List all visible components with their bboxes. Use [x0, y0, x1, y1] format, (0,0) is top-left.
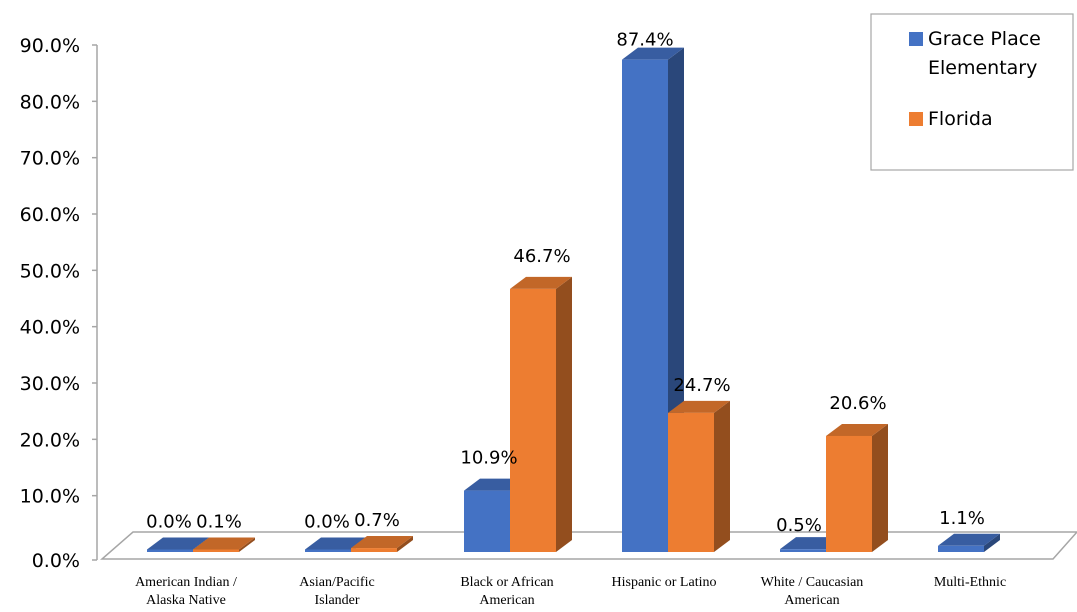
- bar-top: [510, 276, 572, 289]
- data-label: 46.7%: [513, 246, 570, 267]
- y-tick-label: 30.0%: [20, 373, 80, 395]
- y-tick-label: 60.0%: [20, 204, 80, 226]
- bar-top: [668, 400, 730, 413]
- data-labels: 0.0% 0.1% 0.0% 0.7%10.9%46.7%87.4%24.7%0.5%…: [146, 30, 985, 537]
- bar: [826, 423, 888, 552]
- bar-front: [147, 549, 193, 552]
- legend-box: [870, 13, 1074, 171]
- bar: [193, 537, 255, 552]
- legend-swatch: [909, 112, 923, 126]
- bars: [147, 47, 1000, 552]
- bar-top: [622, 47, 684, 60]
- bar-side: [872, 423, 888, 552]
- data-label: 0.0%: [304, 512, 350, 533]
- bar: [938, 533, 1000, 552]
- legend: Grace Place Elementary Florida: [870, 13, 1074, 171]
- bar-side: [984, 533, 1000, 552]
- data-label: 0.7%: [354, 510, 400, 531]
- bar-front: [826, 435, 872, 552]
- floor-plane: [99, 531, 1077, 560]
- data-label: 20.6%: [829, 393, 886, 414]
- bar-front: [938, 545, 984, 552]
- y-tick-label: 20.0%: [20, 429, 80, 451]
- y-tick-label: 80.0%: [20, 91, 80, 113]
- bar-top: [193, 537, 255, 550]
- bar: [510, 276, 572, 552]
- bar-front: [351, 548, 397, 552]
- data-label: 0.5%: [776, 515, 822, 536]
- category-label: Black or African American: [460, 575, 553, 608]
- bar-top: [938, 533, 1000, 546]
- y-tick-label: 50.0%: [20, 260, 80, 282]
- bar-front: [780, 549, 826, 552]
- data-label: 24.7%: [673, 375, 730, 396]
- category-label: Hispanic or Latino: [612, 575, 717, 590]
- data-label: 0.1%: [196, 512, 242, 533]
- y-tick-label: 70.0%: [20, 148, 80, 170]
- bar-front: [510, 288, 556, 552]
- bar-side: [714, 400, 730, 552]
- bar-front: [464, 490, 510, 552]
- x-axis-labels: American Indian / Alaska Native Asian/Paci…: [135, 575, 1006, 608]
- data-label: 10.9%: [460, 448, 517, 469]
- bar-top: [351, 536, 413, 549]
- bar-front: [305, 549, 351, 552]
- category-label: Asian/Pacific Islander: [299, 575, 374, 608]
- y-tick-label: 0.0%: [32, 550, 80, 572]
- bar-front: [668, 412, 714, 552]
- bar-top: [305, 537, 367, 550]
- bar: [668, 400, 730, 552]
- legend-swatch: [909, 32, 923, 46]
- bar-top: [826, 423, 888, 436]
- chart-floor: [99, 531, 1077, 560]
- bar-side: [556, 276, 572, 552]
- bar-front: [622, 59, 668, 552]
- legend-label: Grace Place Elementary: [928, 28, 1041, 79]
- y-tick-label: 40.0%: [20, 317, 80, 339]
- y-axis: 0.0% 10.0% 20.0% 30.0% 40.0% 50.0% 60.0% 70.0% 8…: [20, 35, 98, 572]
- category-label: Multi-Ethnic: [934, 575, 1006, 590]
- data-label: 1.1%: [939, 508, 985, 529]
- y-tick-label: 90.0%: [20, 35, 80, 57]
- bar-side: [397, 536, 413, 552]
- bar-side: [239, 537, 255, 552]
- bar: [351, 536, 413, 552]
- bar-front: [193, 549, 239, 552]
- category-label: American Indian / Alaska Native: [135, 575, 237, 608]
- category-label: White / Caucasian American: [761, 575, 864, 608]
- legend-label: Florida: [928, 108, 993, 130]
- data-label: 0.0%: [146, 512, 192, 533]
- data-label: 87.4%: [616, 30, 673, 51]
- y-tick-label: 10.0%: [20, 486, 80, 508]
- bar-top: [147, 537, 209, 550]
